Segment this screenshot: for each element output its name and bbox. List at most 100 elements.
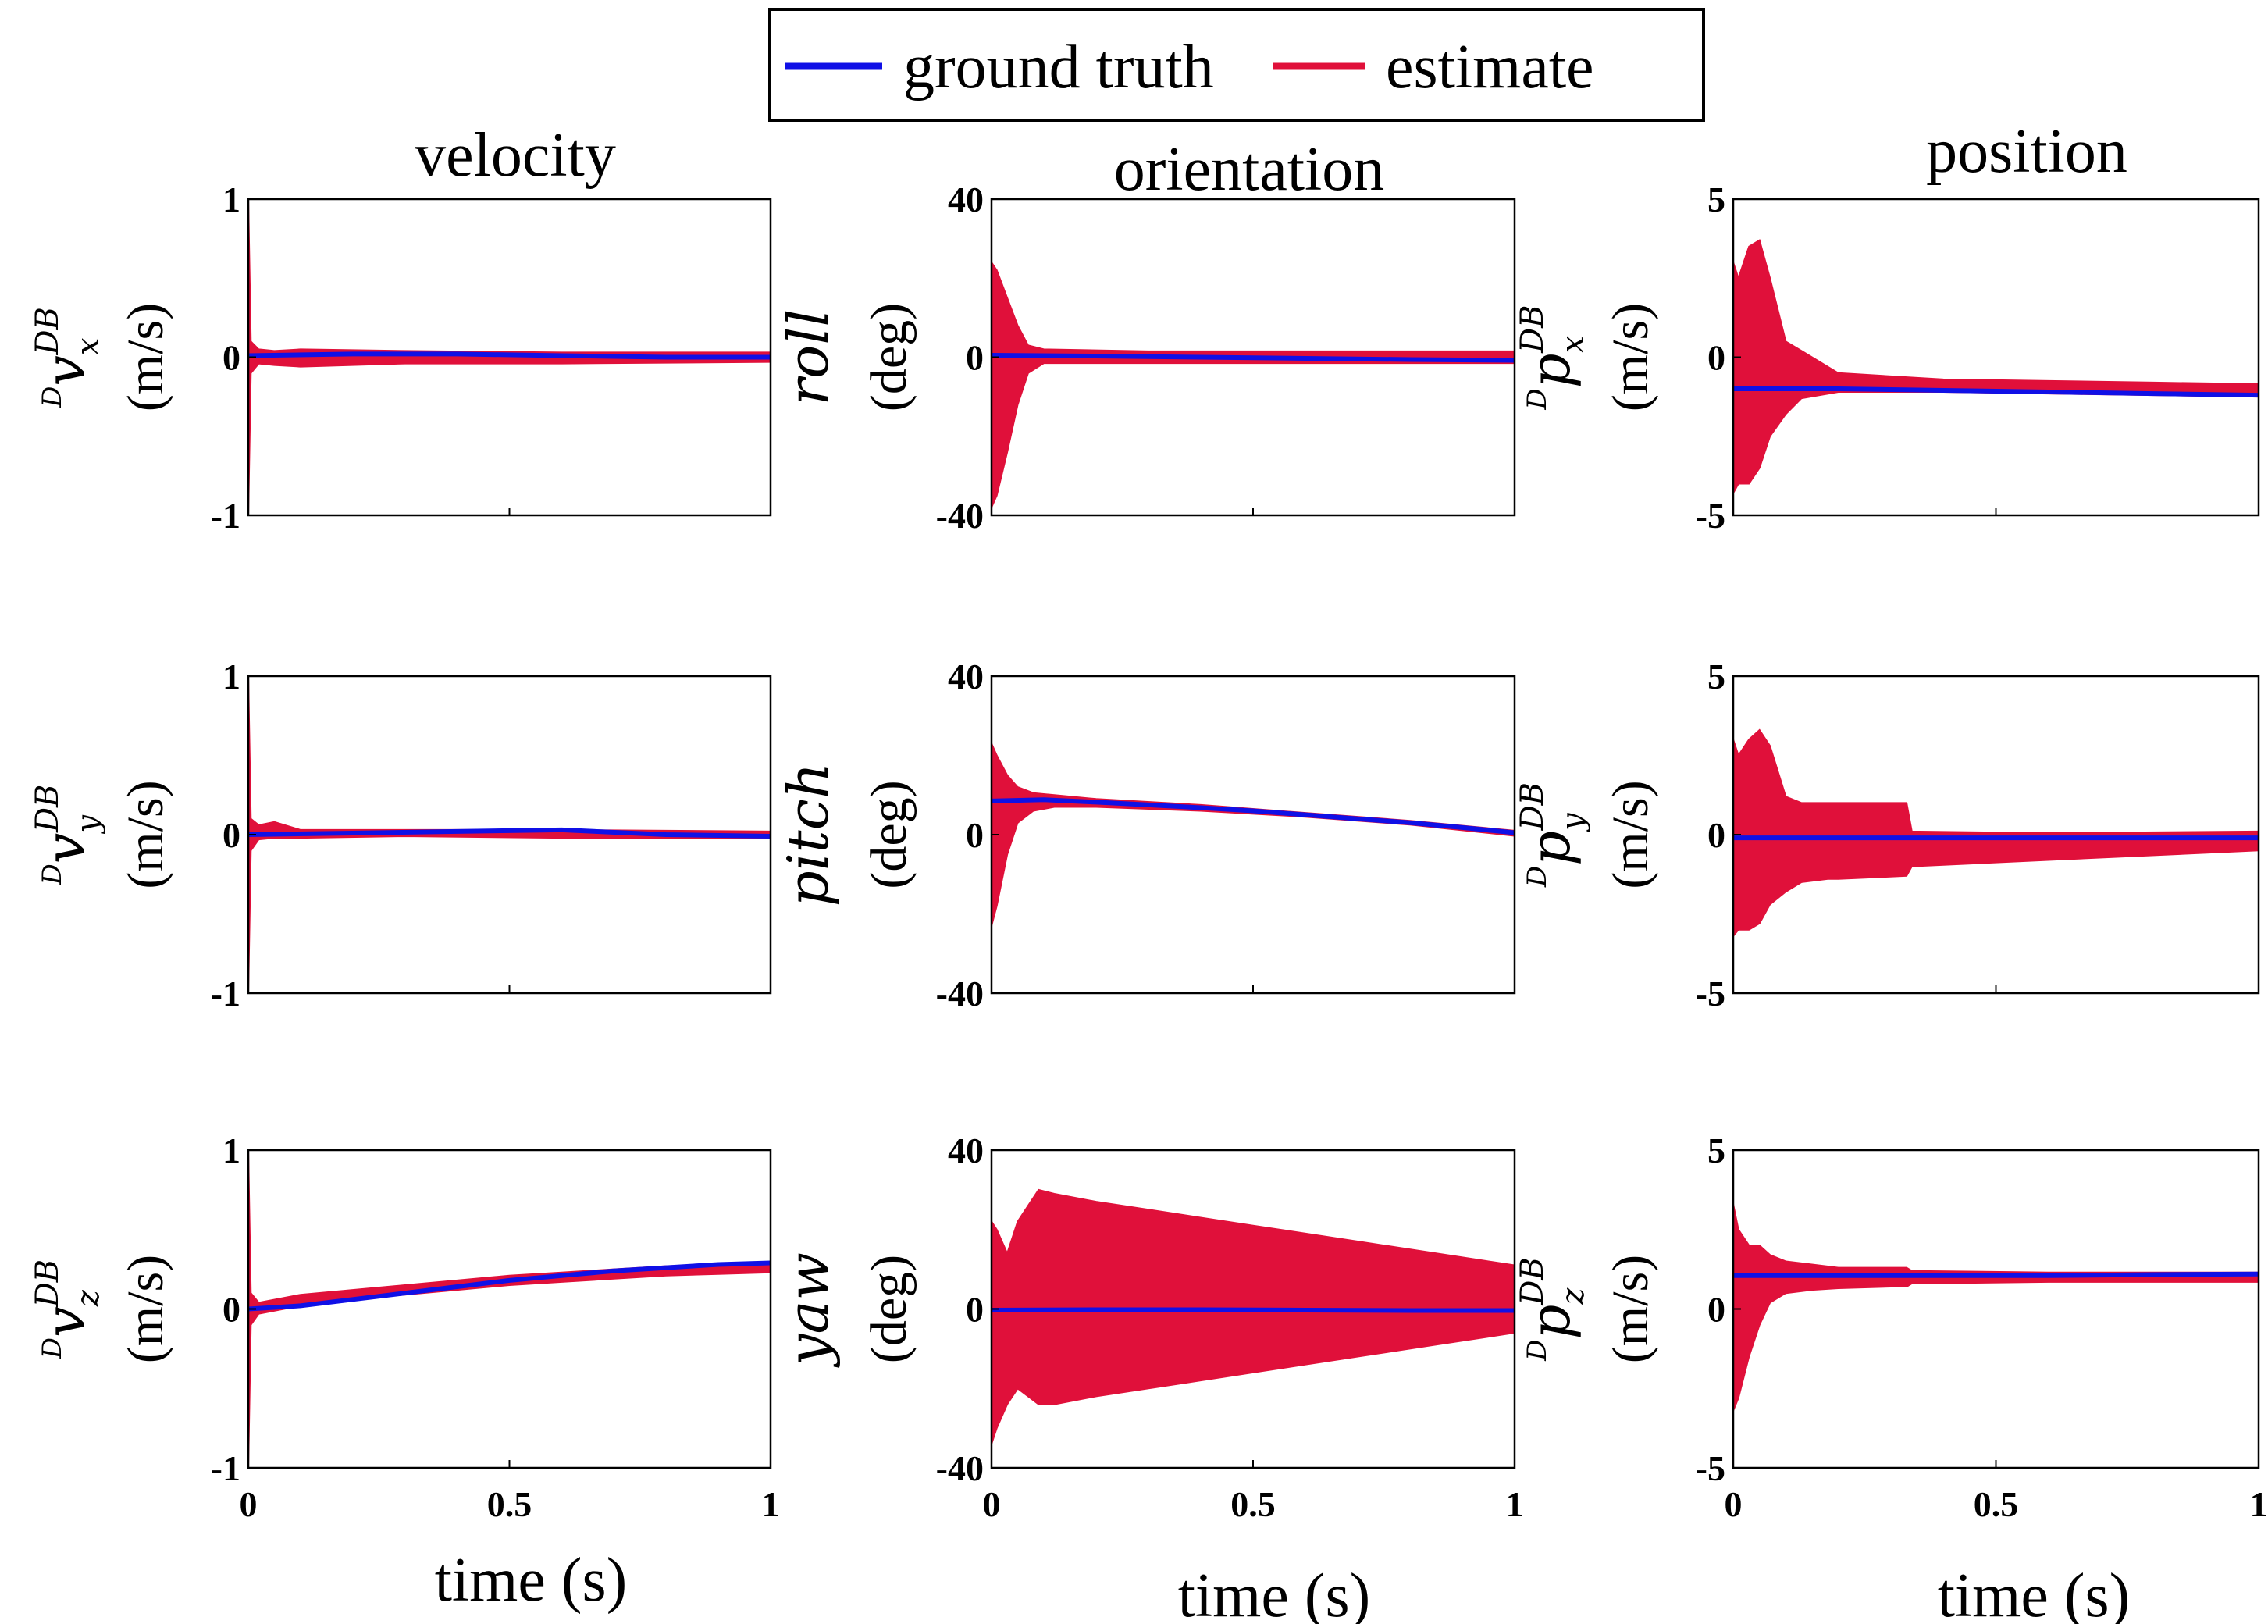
axes-frame-vz: [247, 1149, 772, 1469]
axes-frame-pz: [1732, 1149, 2260, 1469]
y-tick-label-vx-2: -1: [211, 496, 240, 536]
y-axis-symbol-pitch: pitch: [775, 763, 841, 907]
y-tick-label-py-1: 0: [1707, 815, 1725, 855]
y-tick-label-roll-1: 0: [966, 338, 984, 378]
y-axis-symbol-base-pz: p: [1519, 1305, 1583, 1340]
y-axis-unit-pz: (m/s): [1602, 1255, 1659, 1363]
y-tick-label-vy-0: 1: [223, 657, 240, 696]
x-tick-label-pz-0: 0: [1725, 1484, 1743, 1524]
panel-pz: 50-50 0.5 1(m/s)DpzDB: [1515, 1131, 2268, 1524]
x-tick-label-pz-1: 0.5: [1974, 1484, 2019, 1524]
y-axis-symbol-pre-pz: D: [1522, 1340, 1553, 1362]
plot-area-roll: [992, 261, 1515, 508]
ground-truth-line-vy: [248, 827, 771, 839]
y-axis-symbol-sub-py: y: [1555, 812, 1591, 832]
estimate-band-px: [1733, 239, 2259, 495]
y-axis-symbol-sup-pz: DB: [1515, 1257, 1551, 1305]
ground-truth-line-pitch: [992, 797, 1515, 835]
plot-area-py: [1733, 728, 2259, 938]
ground-truth-line-roll: [992, 353, 1515, 363]
x-tick-label-vz-2: 1: [762, 1484, 780, 1524]
x-tick-label-vz-0: 0: [240, 1484, 258, 1524]
ground-truth-line-yaw: [992, 1307, 1515, 1313]
y-axis-symbol-sub-vx: x: [70, 338, 106, 356]
column-title-velocity: velocity: [415, 121, 616, 190]
y-axis-symbol-pre-px: D: [1522, 388, 1553, 410]
estimate-band-vz: [248, 1150, 771, 1468]
y-axis-unit-roll: (deg): [860, 303, 917, 411]
y-tick-label-roll-0: 40: [948, 180, 984, 219]
y-axis-symbol-vx: DvxDB: [30, 307, 106, 408]
y-axis-symbol-base-px: p: [1519, 353, 1583, 388]
panel-py: 50-5(m/s)DpyDB: [1515, 657, 2260, 1013]
y-axis-symbol-roll: roll: [775, 309, 841, 406]
y-tick-label-vz-1: 0: [223, 1290, 240, 1330]
y-axis-symbol-pre-vy: D: [37, 864, 68, 885]
y-axis-unit-pitch: (deg): [860, 780, 917, 889]
y-axis-symbol-pre-vx: D: [37, 386, 68, 408]
x-tick-label-yaw-0: 0: [983, 1484, 1001, 1524]
y-tick-label-pitch-1: 0: [966, 815, 984, 855]
panel-px: 50-5(m/s)DpxDB: [1515, 180, 2260, 536]
x-axis-label-velocity: time (s): [435, 1546, 628, 1615]
legend-estimate-label: estimate: [1386, 33, 1594, 102]
y-axis-symbol-base-vy: v: [34, 833, 98, 864]
plot-area-pz: [1733, 1203, 2259, 1412]
y-tick-label-yaw-1: 0: [966, 1290, 984, 1330]
x-axis-label-position: time (s): [1938, 1562, 2131, 1624]
ground-truth-line-pz: [1733, 1271, 2259, 1278]
y-axis-symbol-base-vz: v: [34, 1306, 98, 1337]
estimate-band-pz: [1733, 1203, 2259, 1412]
estimate-band-vy: [248, 676, 771, 993]
y-axis-symbol-sub-vz: z: [70, 1289, 106, 1307]
y-axis-symbol-base-roll: roll: [775, 309, 841, 406]
y-axis-unit-px: (m/s): [1602, 303, 1659, 411]
plot-area-yaw: [992, 1188, 1515, 1444]
estimate-band-roll: [992, 261, 1515, 508]
y-tick-label-px-0: 5: [1707, 180, 1725, 219]
y-axis-symbol-py: DpyDB: [1515, 782, 1591, 888]
column-title-orientation: orientation: [1114, 135, 1385, 204]
y-tick-label-vy-2: -1: [211, 974, 240, 1013]
plot-area-pitch: [992, 743, 1515, 926]
y-tick-label-vy-1: 0: [223, 815, 240, 855]
estimate-band-vx: [248, 199, 771, 515]
y-tick-label-vz-0: 1: [223, 1131, 240, 1170]
estimate-band-py: [1733, 728, 2259, 938]
y-axis-symbol-base-vx: v: [34, 355, 98, 386]
y-tick-label-pz-2: -5: [1696, 1448, 1725, 1488]
legend: ground truth estimate: [768, 8, 1705, 122]
y-axis-unit-py: (m/s): [1602, 780, 1659, 889]
x-tick-label-vz-1: 0.5: [487, 1484, 532, 1524]
y-axis-symbol-yaw: yaw: [775, 1252, 841, 1368]
y-axis-symbol-sub-px: x: [1555, 336, 1591, 354]
panel-roll: 40 0 -40 (deg) roll: [775, 180, 1516, 536]
y-axis-symbol-base-pitch: pitch: [775, 763, 841, 907]
y-tick-label-px-2: -5: [1696, 496, 1725, 536]
estimate-band-pitch: [992, 743, 1515, 926]
y-tick-label-pitch-2: -40: [936, 974, 984, 1013]
y-axis-symbol-base-yaw: yaw: [775, 1252, 841, 1368]
panel-pitch: 40 0 -40 (deg) pitch: [775, 657, 1516, 1013]
y-tick-label-yaw-0: 40: [948, 1131, 984, 1170]
panel-vy: 1 0 -1 (m/s)DvyDB: [30, 657, 772, 1013]
panel-yaw: 400-400 0.5 1(deg)yaw: [775, 1131, 1524, 1524]
x-tick-label-yaw-2: 1: [1506, 1484, 1524, 1524]
y-axis-symbol-pre-py: D: [1522, 866, 1553, 888]
y-axis-symbol-pz: DpzDB: [1515, 1257, 1591, 1362]
y-axis-unit-vy: (m/s): [117, 780, 174, 889]
ground-truth-line-vz: [248, 1260, 771, 1312]
y-tick-label-py-2: -5: [1696, 974, 1725, 1013]
y-axis-symbol-sub-pz: z: [1555, 1287, 1591, 1305]
y-tick-label-py-0: 5: [1707, 657, 1725, 696]
y-tick-label-vx-0: 1: [223, 180, 240, 219]
y-axis-unit-vz: (m/s): [117, 1255, 174, 1363]
y-axis-symbol-vy: DvyDB: [30, 785, 106, 886]
ground-truth-line-px: [1733, 386, 2259, 398]
y-axis-symbol-sup-py: DB: [1515, 782, 1551, 831]
axes-frame-pitch: [990, 675, 1516, 995]
y-axis-symbol-sup-vy: DB: [30, 785, 66, 833]
y-tick-label-yaw-2: -40: [936, 1448, 984, 1488]
y-axis-unit-vx: (m/s): [117, 303, 174, 411]
